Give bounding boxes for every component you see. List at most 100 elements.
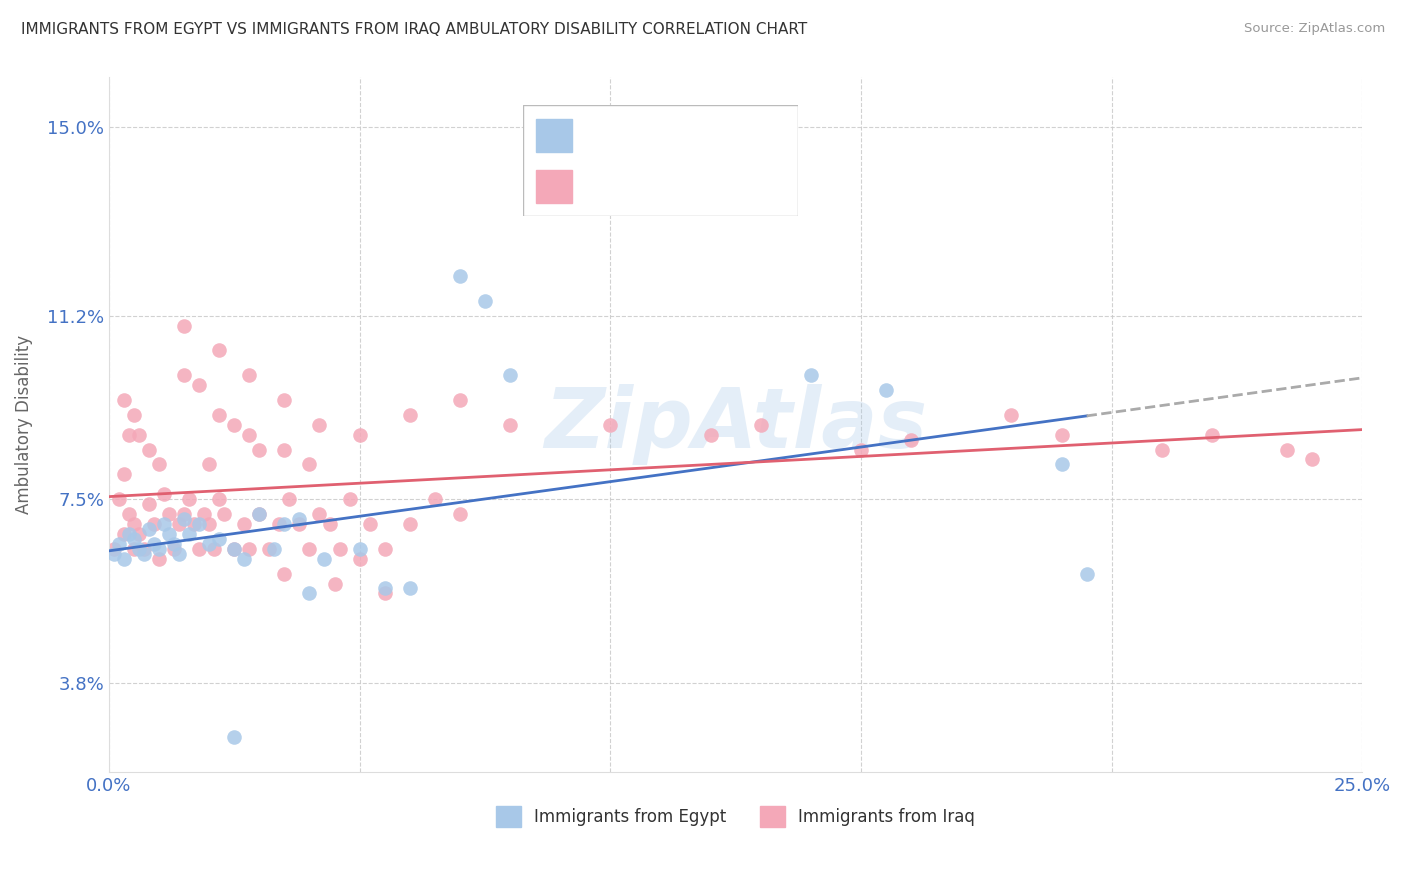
Point xyxy=(177,527,200,541)
Point xyxy=(449,392,471,407)
Point xyxy=(138,497,160,511)
Point xyxy=(423,492,446,507)
Point xyxy=(143,537,166,551)
Point xyxy=(1277,442,1299,457)
Point xyxy=(122,408,145,422)
Point xyxy=(188,541,211,556)
Point xyxy=(298,541,321,556)
Point xyxy=(499,417,522,432)
Legend: Immigrants from Egypt, Immigrants from Iraq: Immigrants from Egypt, Immigrants from I… xyxy=(489,799,981,833)
Point xyxy=(238,541,260,556)
Point xyxy=(449,507,471,521)
Point xyxy=(112,551,135,566)
Point xyxy=(273,566,295,581)
Point xyxy=(398,582,420,596)
Point xyxy=(1201,427,1223,442)
Point xyxy=(224,541,246,556)
Point xyxy=(359,516,381,531)
Point xyxy=(208,343,231,358)
Point xyxy=(349,551,371,566)
Point xyxy=(157,507,180,521)
Point xyxy=(103,547,125,561)
Point xyxy=(238,427,260,442)
Point xyxy=(128,527,150,541)
Point xyxy=(398,408,420,422)
Point xyxy=(308,507,330,521)
Point xyxy=(108,492,131,507)
Point xyxy=(138,522,160,536)
Point xyxy=(183,516,205,531)
Point xyxy=(122,516,145,531)
Point xyxy=(699,427,721,442)
Point xyxy=(749,417,772,432)
Point xyxy=(247,507,270,521)
Point xyxy=(314,551,336,566)
Point xyxy=(374,541,396,556)
Point xyxy=(308,417,330,432)
Point xyxy=(263,541,285,556)
Point xyxy=(143,516,166,531)
Point xyxy=(1050,427,1073,442)
Point xyxy=(188,516,211,531)
Point xyxy=(163,541,186,556)
Point xyxy=(224,731,246,745)
Point xyxy=(374,582,396,596)
Point xyxy=(153,487,176,501)
Point xyxy=(193,507,215,521)
Point xyxy=(112,392,135,407)
Point xyxy=(173,318,195,333)
Point xyxy=(112,467,135,482)
Point xyxy=(118,507,141,521)
Point xyxy=(132,547,155,561)
Point xyxy=(328,541,350,556)
Point xyxy=(273,392,295,407)
Point xyxy=(278,492,301,507)
Point xyxy=(122,532,145,546)
Point xyxy=(173,512,195,526)
Point xyxy=(849,442,872,457)
Point xyxy=(1301,452,1323,467)
Point xyxy=(900,433,922,447)
Point xyxy=(298,458,321,472)
Point xyxy=(177,492,200,507)
Point xyxy=(349,427,371,442)
Point xyxy=(112,527,135,541)
Point xyxy=(398,516,420,531)
Point xyxy=(163,537,186,551)
Point xyxy=(273,516,295,531)
Point xyxy=(167,547,190,561)
Point xyxy=(374,586,396,600)
Point xyxy=(1050,458,1073,472)
Point xyxy=(103,541,125,556)
Text: Source: ZipAtlas.com: Source: ZipAtlas.com xyxy=(1244,22,1385,36)
Point xyxy=(273,442,295,457)
Point xyxy=(318,516,340,531)
Point xyxy=(323,576,346,591)
Point xyxy=(875,383,897,397)
Point xyxy=(599,417,621,432)
Point xyxy=(128,427,150,442)
Point xyxy=(108,537,131,551)
Text: ZipAtlas: ZipAtlas xyxy=(544,384,927,466)
Point xyxy=(224,541,246,556)
Point xyxy=(208,492,231,507)
Point xyxy=(1076,566,1098,581)
Point xyxy=(173,507,195,521)
Point xyxy=(224,417,246,432)
Point xyxy=(259,541,281,556)
Text: IMMIGRANTS FROM EGYPT VS IMMIGRANTS FROM IRAQ AMBULATORY DISABILITY CORRELATION : IMMIGRANTS FROM EGYPT VS IMMIGRANTS FROM… xyxy=(21,22,807,37)
Point xyxy=(153,516,176,531)
Point xyxy=(339,492,361,507)
Point xyxy=(118,527,141,541)
Point xyxy=(298,586,321,600)
Point xyxy=(167,516,190,531)
Point xyxy=(349,541,371,556)
Point xyxy=(288,512,311,526)
Point xyxy=(122,541,145,556)
Point xyxy=(198,537,221,551)
Point xyxy=(269,516,291,531)
Point xyxy=(173,368,195,383)
Point xyxy=(247,507,270,521)
Point xyxy=(247,442,270,457)
Point xyxy=(212,507,235,521)
